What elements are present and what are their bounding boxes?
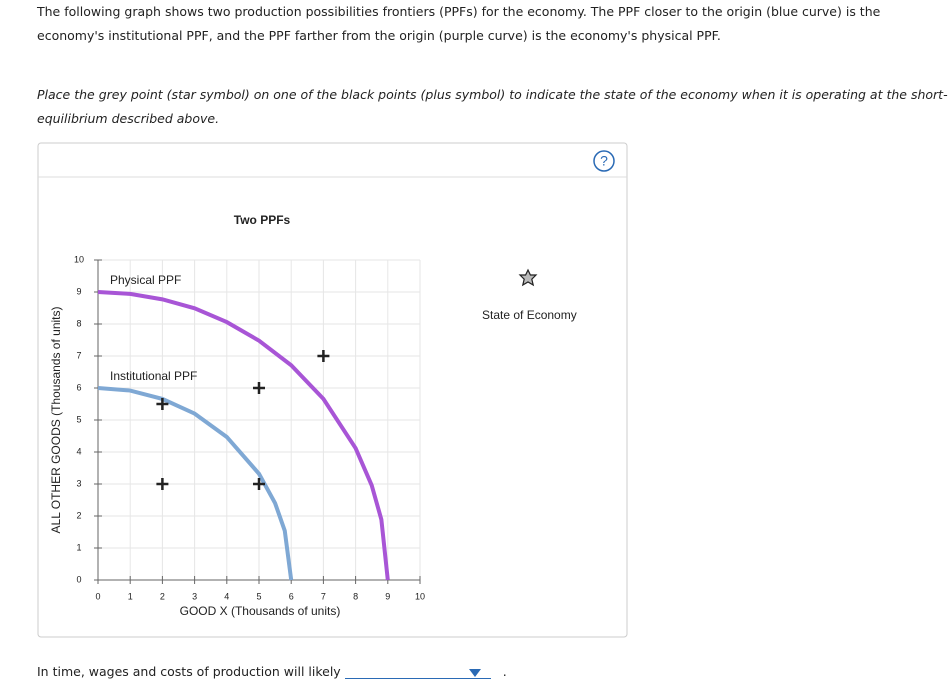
plus-point[interactable] xyxy=(317,350,330,362)
y-tick-label: 8 xyxy=(76,318,81,328)
x-tick-label: 3 xyxy=(192,591,197,601)
y-tick-label: 3 xyxy=(76,478,81,488)
y-tick-label: 4 xyxy=(76,446,81,456)
legend-label: State of Economy xyxy=(482,308,577,322)
plus-point[interactable] xyxy=(156,398,169,410)
x-tick-label: 9 xyxy=(385,591,390,601)
x-tick-label: 8 xyxy=(353,591,358,601)
y-tick-label: 2 xyxy=(76,510,81,520)
x-tick-label: 1 xyxy=(128,591,133,601)
x-tick-label: 0 xyxy=(95,591,100,601)
star-icon[interactable] xyxy=(518,268,538,287)
question-end: . xyxy=(502,664,507,679)
y-tick-label: 10 xyxy=(74,254,84,264)
y-axis-label: ALL OTHER GOODS (Thousands of units) xyxy=(49,307,63,534)
plus-point[interactable] xyxy=(156,478,169,490)
question-text: In time, wages and costs of production w… xyxy=(37,664,341,679)
y-tick-label: 9 xyxy=(76,286,81,296)
x-tick-label: 2 xyxy=(160,591,165,601)
y-tick-label: 1 xyxy=(76,542,81,552)
plus-point[interactable] xyxy=(253,382,265,394)
ppf-curve xyxy=(97,386,294,581)
x-tick-label: 6 xyxy=(289,591,294,601)
curve-label: Institutional PPF xyxy=(110,369,197,383)
dropdown[interactable] xyxy=(344,664,491,679)
ppf-curve xyxy=(97,290,390,581)
instruction-text: Place the grey point (star symbol) on on… xyxy=(37,87,948,126)
y-tick-label: 7 xyxy=(76,350,81,360)
x-axis-label: GOOD X (Thousands of units) xyxy=(180,604,341,618)
y-tick-label: 5 xyxy=(76,414,81,424)
dropdown-arrow xyxy=(468,669,481,677)
x-tick-label: 4 xyxy=(224,591,229,601)
intro-text: The following graph shows two production… xyxy=(37,4,881,43)
star-tool[interactable] xyxy=(518,268,538,287)
help-button[interactable] xyxy=(593,150,615,172)
curve-label: Physical PPF xyxy=(110,273,181,287)
plus-point[interactable] xyxy=(253,478,265,490)
x-tick-label: 7 xyxy=(321,591,326,601)
y-tick-label: 0 xyxy=(76,574,81,584)
y-tick-label: 6 xyxy=(76,382,81,392)
help-icon: ? xyxy=(600,153,608,169)
graph-panel xyxy=(37,142,628,638)
x-tick-label: 5 xyxy=(256,591,261,601)
question: In time, wages and costs of production w… xyxy=(37,664,507,679)
x-tick-label: 10 xyxy=(415,591,425,601)
chart-title: Two PPFs xyxy=(234,213,291,227)
